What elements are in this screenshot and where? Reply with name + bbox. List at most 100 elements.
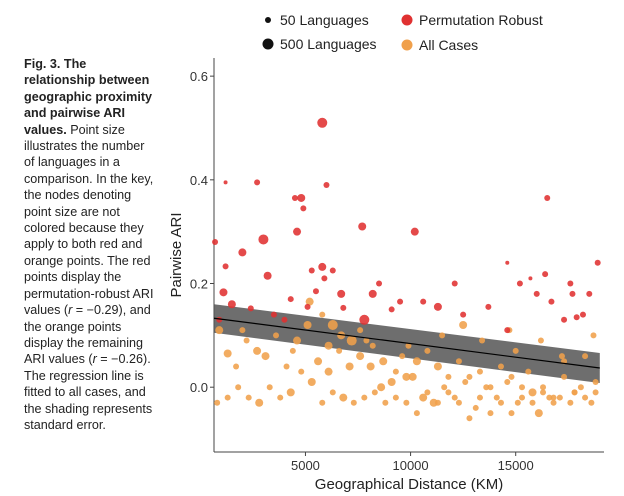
- orange-data-point: [382, 399, 389, 406]
- red-data-point: [212, 239, 219, 246]
- red-data-point: [293, 227, 302, 236]
- orange-data-point: [286, 388, 295, 397]
- red-data-point: [270, 311, 277, 318]
- orange-data-point: [253, 346, 262, 355]
- orange-data-point: [508, 410, 515, 417]
- orange-data-point: [588, 399, 595, 406]
- orange-data-point: [445, 373, 452, 380]
- legend-size-large-marker: [262, 38, 274, 50]
- orange-data-point: [445, 389, 452, 396]
- red-data-point: [329, 267, 336, 274]
- caption-r-symbol-orange: r: [92, 352, 97, 367]
- red-data-point: [321, 275, 328, 282]
- red-data-point: [227, 300, 236, 309]
- red-data-point: [388, 306, 395, 313]
- orange-data-point: [537, 337, 544, 344]
- orange-data-point: [525, 368, 532, 375]
- orange-points-layer: [214, 297, 599, 422]
- legend: 50 Languages 500 Languages Permutation R…: [262, 12, 543, 53]
- orange-data-point: [403, 399, 410, 406]
- y-tick-label: 0.4: [190, 173, 208, 188]
- orange-data-point: [508, 373, 515, 380]
- orange-data-point: [392, 394, 399, 401]
- orange-data-point: [399, 353, 406, 360]
- orange-data-point: [319, 311, 326, 318]
- orange-data-point: [363, 337, 370, 344]
- orange-data-point: [487, 410, 494, 417]
- red-data-point: [291, 194, 298, 201]
- caption-r-red-value: = −0.29: [72, 303, 119, 318]
- legend-red-marker: [401, 14, 413, 26]
- x-tick-label: 15000: [498, 458, 534, 473]
- orange-data-point: [329, 389, 336, 396]
- orange-data-point: [327, 319, 338, 330]
- x-axis-ticks: 5000 10000 15000: [291, 452, 534, 473]
- orange-data-point: [424, 389, 431, 396]
- orange-data-point: [361, 394, 368, 401]
- x-tick-label: 10000: [392, 458, 428, 473]
- red-data-point: [586, 290, 593, 297]
- red-data-point: [528, 276, 533, 281]
- orange-data-point: [371, 389, 378, 396]
- red-data-point: [297, 193, 306, 202]
- red-data-point: [548, 298, 555, 305]
- orange-data-point: [402, 372, 411, 381]
- red-data-point: [573, 314, 580, 321]
- red-data-point: [238, 248, 247, 257]
- red-data-point: [323, 182, 330, 189]
- orange-data-point: [243, 337, 250, 344]
- red-data-point: [460, 311, 467, 318]
- y-axis-ticks: 0.0 0.2 0.4 0.6: [190, 69, 214, 395]
- orange-data-point: [337, 331, 346, 340]
- red-data-point: [312, 288, 319, 295]
- orange-data-point: [504, 379, 511, 386]
- x-tick-label: 5000: [291, 458, 320, 473]
- y-axis-label: Pairwise ARI: [168, 212, 185, 297]
- legend-size-small-label: 50 Languages: [280, 12, 369, 28]
- red-data-point: [561, 316, 568, 323]
- caption-title: The relationship between geographic prox…: [24, 57, 153, 137]
- orange-data-point: [462, 379, 469, 386]
- red-data-point: [359, 314, 370, 325]
- red-data-point: [451, 280, 458, 287]
- red-data-point: [569, 290, 576, 297]
- red-points-layer: [212, 117, 601, 334]
- orange-data-point: [592, 389, 599, 396]
- orange-data-point: [303, 320, 312, 329]
- orange-data-point: [293, 336, 302, 345]
- orange-data-point: [577, 384, 584, 391]
- red-data-point: [579, 311, 586, 318]
- orange-data-point: [519, 394, 526, 401]
- red-data-point: [219, 288, 228, 297]
- red-data-point: [485, 303, 492, 310]
- orange-data-point: [324, 367, 333, 376]
- orange-data-point: [561, 373, 568, 380]
- orange-data-point: [590, 332, 597, 339]
- orange-data-point: [592, 379, 599, 386]
- red-data-point: [281, 316, 288, 323]
- orange-data-point: [439, 332, 446, 339]
- red-data-point: [542, 271, 549, 278]
- orange-data-point: [283, 363, 290, 370]
- orange-data-point: [266, 384, 273, 391]
- orange-data-point: [567, 399, 574, 406]
- orange-data-point: [223, 349, 232, 358]
- orange-data-point: [405, 342, 412, 349]
- red-data-point: [216, 316, 223, 323]
- legend-red-label: Permutation Robust: [419, 12, 543, 28]
- orange-data-point: [529, 399, 536, 406]
- orange-data-point: [528, 388, 537, 397]
- legend-size-small-marker: [265, 17, 271, 23]
- orange-data-point: [419, 393, 428, 402]
- red-data-point: [300, 205, 307, 212]
- red-data-point: [410, 227, 419, 236]
- regression-line-layer: [213, 317, 600, 369]
- orange-data-point: [224, 394, 231, 401]
- orange-data-point: [558, 353, 565, 360]
- y-tick-label: 0.2: [190, 277, 208, 292]
- orange-data-point: [550, 399, 557, 406]
- red-data-point: [505, 260, 510, 265]
- red-data-point: [340, 304, 347, 311]
- red-data-point: [368, 289, 377, 298]
- orange-data-point: [346, 335, 357, 346]
